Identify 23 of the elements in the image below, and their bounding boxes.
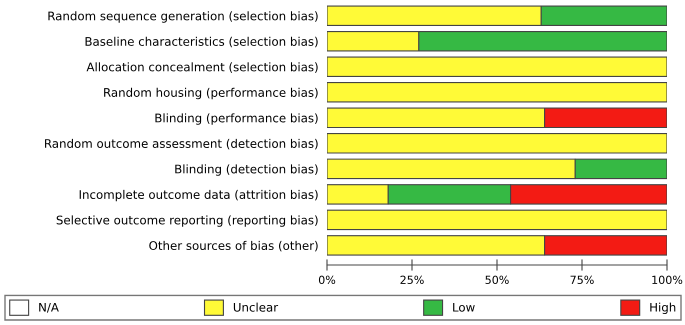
y-tick-label: Random housing (performance bias) [104, 88, 318, 100]
y-tick-label: Other sources of bias (other) [149, 240, 318, 252]
bar [327, 82, 667, 103]
y-tick-label: Random outcome assessment (detection bias) [45, 138, 318, 150]
legend-label: N/A [39, 302, 59, 313]
x-tick-label: 75% [570, 276, 594, 284]
legend-label: High [650, 302, 676, 314]
bar [327, 210, 667, 230]
y-tick-label: Incomplete outcome data (attrition bias) [80, 190, 318, 202]
y-tick-label: Allocation concealment (selection bias) [86, 62, 318, 73]
bar [327, 133, 667, 154]
legend-label: Low [453, 302, 475, 312]
y-tick-label: Random sequence generation (selection bias) [48, 11, 318, 23]
legend-label: Unclear [234, 302, 278, 312]
y-tick-label: Baseline characteristics (selection bias) [86, 36, 318, 48]
x-tick-label: 0% [318, 276, 336, 284]
y-tick-label: Blinding (detection bias) [175, 164, 318, 176]
x-tick-label: 25% [400, 276, 424, 284]
bar [327, 56, 667, 78]
x-tick-label: 50% [486, 276, 509, 284]
x-tick-label: 100% [652, 276, 682, 284]
y-tick-label: Selective outcome reporting (reporting bias) [56, 215, 318, 227]
y-tick-label: Blinding (performance bias) [155, 113, 318, 125]
